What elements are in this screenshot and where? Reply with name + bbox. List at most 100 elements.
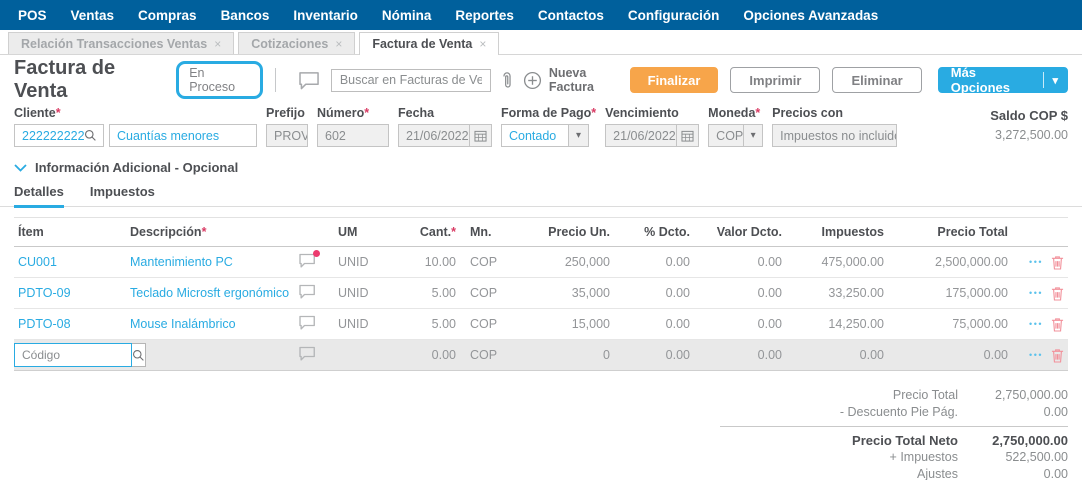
nav-item-contactos[interactable]: Contactos	[537, 7, 604, 23]
item-code[interactable]: CU001	[14, 246, 126, 278]
new-invoice-label[interactable]: Nueva Factura	[548, 66, 594, 94]
item-valor-dcto[interactable]: 0.00	[694, 277, 786, 309]
trash-icon[interactable]	[1051, 255, 1064, 270]
entry-precio-un[interactable]: 0	[506, 339, 614, 371]
item-cant[interactable]: 5.00	[394, 308, 460, 340]
entry-um[interactable]	[334, 339, 394, 371]
col-um: UM	[334, 217, 394, 247]
item-code-input[interactable]	[14, 343, 132, 367]
item-precio-un[interactable]: 250,000	[506, 246, 614, 278]
fecha-field[interactable]: 21/06/2022	[398, 124, 470, 147]
item-description[interactable]: Teclado Microsft ergonómico	[126, 277, 294, 309]
delete-button[interactable]: Eliminar	[832, 67, 922, 93]
comment-icon[interactable]	[298, 315, 318, 331]
table-row[interactable]: PDTO-08 Mouse Inalámbrico UNID 5.00 COP …	[14, 308, 1068, 340]
row-more-options-icon[interactable]: •••	[1029, 257, 1043, 267]
forma-pago-label: Forma de Pago*	[501, 106, 597, 120]
attachment-icon[interactable]	[501, 71, 513, 90]
item-code[interactable]: PDTO-08	[14, 308, 126, 340]
additional-info-toggle[interactable]: Información Adicional - Opcional	[0, 160, 1082, 175]
item-pct-dcto[interactable]: 0.00	[614, 277, 694, 309]
nav-item-compras[interactable]: Compras	[138, 7, 197, 23]
tab-cotizaciones[interactable]: Cotizaciones ×	[238, 32, 356, 54]
item-valor-dcto[interactable]: 0.00	[694, 246, 786, 278]
entry-description[interactable]	[126, 339, 294, 371]
line-items-table: Ítem Descripción* UM Cant.* Mn. Precio U…	[14, 217, 1068, 371]
print-button[interactable]: Imprimir	[730, 67, 821, 93]
tab-relacion-transacciones-ventas[interactable]: Relación Transacciones Ventas ×	[8, 32, 235, 54]
trash-icon[interactable]	[1051, 348, 1064, 363]
nav-item-inventario[interactable]: Inventario	[293, 7, 358, 23]
item-precio-un[interactable]: 15,000	[506, 308, 614, 340]
nav-item-nomina[interactable]: Nómina	[381, 7, 432, 23]
nav-item-reportes[interactable]: Reportes	[455, 7, 514, 23]
calendar-icon[interactable]	[470, 124, 492, 147]
col-impuestos: Impuestos	[786, 217, 888, 247]
trash-icon[interactable]	[1051, 317, 1064, 332]
moneda-select[interactable]: COP ▾	[708, 124, 764, 147]
comment-icon[interactable]	[298, 250, 320, 269]
cliente-name-field[interactable]	[109, 124, 257, 147]
tab-factura-de-venta[interactable]: Factura de Venta ×	[359, 32, 500, 55]
new-item-entry-row[interactable]: 0.00 COP 0 0.00 0.00 0.00 0.00 •••	[14, 339, 1068, 371]
tab-impuestos[interactable]: Impuestos	[89, 184, 155, 199]
calendar-icon[interactable]	[677, 124, 700, 147]
forma-pago-select[interactable]: Contado ▾	[501, 124, 596, 147]
chevron-down-icon[interactable]: ▾	[1052, 74, 1058, 87]
close-icon[interactable]: ×	[335, 36, 343, 51]
item-precio-un[interactable]: 35,000	[506, 277, 614, 309]
col-mn: Mn.	[460, 217, 506, 247]
item-impuestos: 33,250.00	[786, 277, 888, 309]
vencimiento-label: Vencimiento	[605, 106, 679, 120]
cliente-name-input[interactable]	[117, 128, 249, 143]
item-cant[interactable]: 5.00	[394, 277, 460, 309]
item-cant[interactable]: 10.00	[394, 246, 460, 278]
add-circle-icon[interactable]	[523, 71, 542, 90]
close-icon[interactable]: ×	[214, 36, 222, 51]
nav-item-configuracion[interactable]: Configuración	[627, 7, 720, 23]
tab-label: Relación Transacciones Ventas	[21, 36, 208, 51]
comment-icon[interactable]	[298, 284, 318, 300]
comment-icon[interactable]	[298, 346, 318, 362]
nav-item-pos[interactable]: POS	[18, 7, 47, 23]
item-code[interactable]: PDTO-09	[14, 277, 126, 309]
search-icon[interactable]	[132, 343, 146, 367]
item-precio-total: 175,000.00	[888, 277, 1012, 309]
more-options-button[interactable]: Más Opciones ▾	[937, 65, 1068, 95]
chevron-down-icon[interactable]: ▾	[569, 124, 589, 147]
table-row[interactable]: CU001 Mantenimiento PC UNID 10.00 COP 25…	[14, 246, 1068, 278]
table-row[interactable]: PDTO-09 Teclado Microsft ergonómico UNID…	[14, 277, 1068, 309]
search-input[interactable]	[330, 68, 491, 92]
chevron-down-icon[interactable]: ▾	[744, 124, 764, 147]
field-forma-pago: Forma de Pago* Contado ▾	[501, 106, 596, 147]
row-more-options-icon[interactable]: •••	[1029, 319, 1043, 329]
comment-icon[interactable]	[298, 71, 321, 90]
entry-pct-dcto[interactable]: 0.00	[614, 339, 694, 371]
row-more-options-icon[interactable]: •••	[1029, 288, 1043, 298]
close-icon[interactable]: ×	[479, 37, 487, 51]
cliente-code-input[interactable]	[22, 128, 84, 143]
more-options-label: Más Opciones	[950, 65, 1010, 95]
entry-cant[interactable]: 0.00	[394, 339, 460, 371]
nav-item-opciones-avanzadas[interactable]: Opciones Avanzadas	[743, 7, 879, 23]
fecha-label: Fecha	[398, 106, 435, 120]
field-precios-con: Precios con Impuestos no incluidos	[772, 106, 898, 147]
nav-item-ventas[interactable]: Ventas	[70, 7, 115, 23]
entry-valor-dcto[interactable]: 0.00	[694, 339, 786, 371]
item-impuestos: 475,000.00	[786, 246, 888, 278]
row-more-options-icon[interactable]: •••	[1029, 350, 1043, 360]
tab-detalles[interactable]: Detalles	[14, 184, 64, 208]
numero-field: 602	[317, 124, 389, 147]
finalize-button[interactable]: Finalizar	[629, 67, 719, 93]
item-pct-dcto[interactable]: 0.00	[614, 308, 694, 340]
vencimiento-field[interactable]: 21/06/2022	[605, 124, 678, 147]
item-valor-dcto[interactable]: 0.00	[694, 308, 786, 340]
divider	[274, 68, 276, 92]
item-pct-dcto[interactable]: 0.00	[614, 246, 694, 278]
item-description[interactable]: Mantenimiento PC	[126, 246, 294, 278]
nav-item-bancos[interactable]: Bancos	[220, 7, 270, 23]
cliente-code-field[interactable]	[14, 124, 104, 147]
item-description[interactable]: Mouse Inalámbrico	[126, 308, 294, 340]
search-icon[interactable]	[84, 129, 97, 142]
trash-icon[interactable]	[1051, 286, 1064, 301]
